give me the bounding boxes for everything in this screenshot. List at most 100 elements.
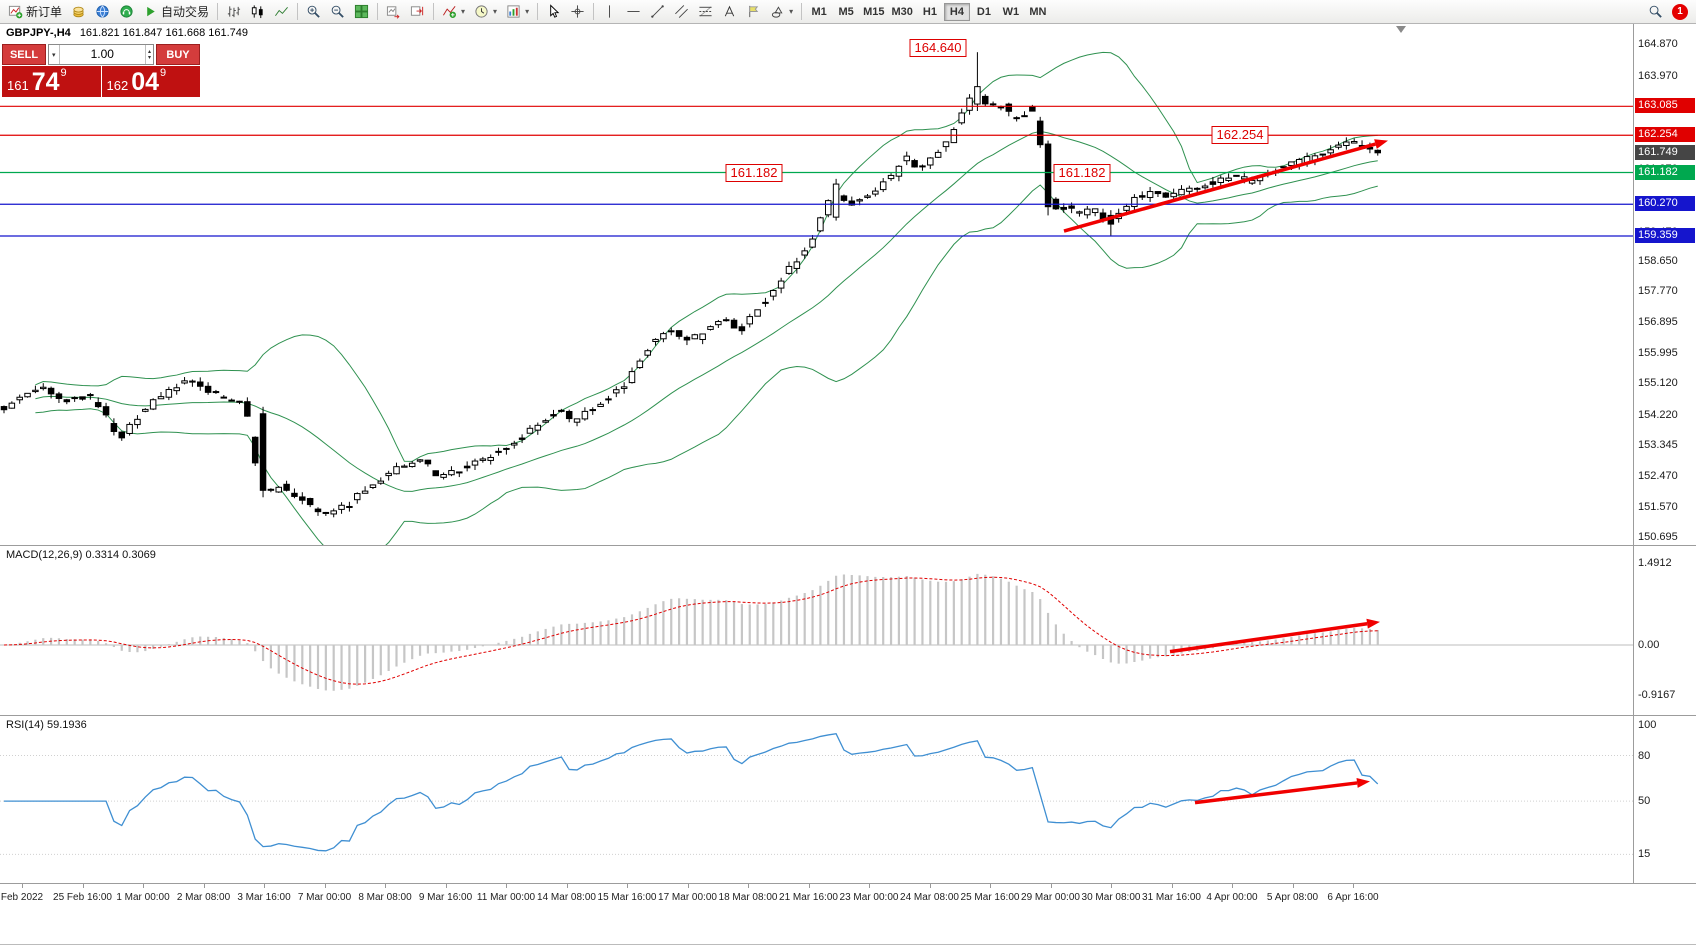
notification-badge[interactable]: 1	[1672, 3, 1688, 20]
timeframe-d1-button[interactable]: D1	[971, 3, 997, 21]
channel-button[interactable]	[670, 2, 693, 22]
buy-button[interactable]: BUY	[156, 44, 200, 65]
timeframe-m1-button[interactable]: M1	[806, 3, 832, 21]
volume-dropdown-icon[interactable]: ▾	[49, 45, 60, 64]
toolbar-right: 1	[1644, 2, 1692, 22]
time-label: 6 Apr 16:00	[1327, 892, 1379, 903]
tile-windows-button[interactable]	[350, 2, 373, 22]
time-tick	[1353, 884, 1354, 888]
time-label: 9 Mar 16:00	[418, 892, 473, 903]
trend-arrow-price[interactable]	[1063, 142, 1376, 233]
price-tick: 154.220	[1638, 408, 1678, 421]
text-icon	[722, 4, 737, 19]
volume-up-icon[interactable]: ▴	[147, 48, 151, 55]
time-tick	[929, 884, 931, 888]
timeframe-mn-button[interactable]: MN	[1025, 3, 1051, 21]
chart-shift-button[interactable]	[406, 2, 429, 22]
line-chart-button[interactable]	[270, 2, 293, 22]
time-label: 21 Mar 16:00	[779, 892, 838, 903]
ohlc-values: 161.821 161.847 161.668 161.749	[79, 27, 249, 39]
volume-spin-buttons[interactable]: ▴ ▾	[144, 45, 153, 64]
chart-shift-marker[interactable]	[1396, 26, 1406, 33]
timeframe-w1-button[interactable]: W1	[998, 3, 1024, 21]
support-button[interactable]	[115, 2, 138, 22]
time-label: 31 Mar 16:00	[1142, 892, 1201, 903]
autotrading-button[interactable]: 自动交易	[139, 2, 213, 22]
periods-button[interactable]: ▾	[470, 2, 501, 22]
price-annotation[interactable]: 162.254	[1211, 126, 1269, 144]
vertical-line-button[interactable]	[598, 2, 621, 22]
price-annotation[interactable]: 161.182	[1053, 164, 1111, 182]
label-button[interactable]	[742, 2, 765, 22]
price-axis[interactable]: 164.870163.970163.070162.170161.270160.3…	[1633, 24, 1696, 545]
auto-scroll-button[interactable]	[382, 2, 405, 22]
time-label: 18 Mar 08:00	[718, 892, 778, 903]
zoom-in-button[interactable]	[302, 2, 325, 22]
price-badge: 161.182	[1635, 164, 1695, 180]
sell-button[interactable]: SELL	[2, 44, 46, 65]
timeframe-h4-button[interactable]: H4	[943, 2, 970, 21]
horizontal-line-button[interactable]	[622, 2, 645, 22]
price-badge: 163.085	[1635, 98, 1695, 114]
price-tick: 156.895	[1638, 315, 1678, 328]
time-label: 7 Mar 00:00	[297, 892, 352, 903]
headset-icon	[119, 4, 134, 19]
hline-icon	[626, 4, 641, 19]
channel-icon	[674, 4, 689, 19]
fibonacci-button[interactable]	[694, 2, 717, 22]
price-annotation[interactable]: 164.640	[909, 39, 967, 57]
trend-arrow-macd[interactable]	[1169, 621, 1368, 654]
trend-arrow-rsi[interactable]	[1194, 781, 1358, 805]
time-tick	[82, 884, 84, 888]
time-label: 15 Mar 16:00	[597, 892, 657, 903]
macd-tick: -0.9167	[1638, 689, 1676, 702]
timeframe-m15-button[interactable]: M15	[860, 3, 887, 21]
candle-chart-button[interactable]	[246, 2, 269, 22]
timeframe-m5-button[interactable]: M5	[833, 3, 859, 21]
rsi-chart[interactable]	[0, 716, 1633, 884]
vline-icon	[602, 4, 617, 19]
time-label: Feb 2022	[0, 892, 44, 903]
deposit-button[interactable]	[67, 2, 90, 22]
shapes-button[interactable]: ▾	[766, 2, 797, 22]
bid-big-digits: 74	[31, 68, 60, 96]
price-tick: 155.995	[1638, 347, 1678, 360]
label-flag-icon	[746, 4, 761, 19]
time-label: 8 Mar 08:00	[358, 892, 412, 903]
bollinger-lower-band	[35, 184, 1378, 545]
cursor-button[interactable]	[542, 2, 565, 22]
price-tick: 163.970	[1638, 69, 1678, 82]
trendline-button[interactable]	[646, 2, 669, 22]
price-annotation[interactable]: 161.182	[725, 164, 783, 182]
macd-label: MACD(12,26,9) 0.3314 0.3069	[6, 549, 156, 561]
bar-chart-button[interactable]	[222, 2, 245, 22]
search-button[interactable]	[1644, 2, 1667, 22]
bid-price[interactable]: 161 74 9	[2, 66, 101, 97]
zoom-out-button[interactable]	[326, 2, 349, 22]
indicators-button[interactable]: ▾	[438, 2, 469, 22]
time-tick	[808, 884, 810, 888]
volume-down-icon[interactable]: ▾	[147, 54, 151, 61]
community-button[interactable]	[91, 2, 114, 22]
one-click-trading-panel: SELL ▾ 1.00 ▴ ▾ BUY 161 74 9 162 04 9	[2, 44, 200, 97]
crosshair-button[interactable]	[566, 2, 589, 22]
new-order-button[interactable]: 新订单	[4, 2, 66, 22]
time-label: 23 Mar 00:00	[839, 892, 899, 903]
timeframe-h1-button[interactable]: H1	[917, 3, 943, 21]
macd-chart[interactable]	[0, 546, 1633, 716]
text-button[interactable]	[718, 2, 741, 22]
time-axis[interactable]: Feb 2022 25 Feb 16:00 1 Mar 00:00 2 Mar 08:…	[0, 883, 1696, 910]
time-label: 2 Mar 08:00	[176, 892, 231, 903]
candlestick-chart[interactable]	[0, 24, 1633, 545]
dropdown-caret-icon: ▾	[525, 7, 530, 16]
volume-value: 1.00	[90, 47, 114, 61]
time-label: 17 Mar 00:00	[658, 892, 717, 903]
volume-stepper[interactable]: ▾ 1.00 ▴ ▾	[48, 44, 154, 65]
time-label: 3 Mar 16:00	[237, 892, 291, 903]
templates-button[interactable]: ▾	[502, 2, 533, 22]
ask-price[interactable]: 162 04 9	[101, 66, 200, 97]
timeframe-m30-button[interactable]: M30	[889, 3, 916, 21]
price-tick: 150.695	[1638, 531, 1678, 544]
bollinger-middle-band	[35, 130, 1378, 492]
